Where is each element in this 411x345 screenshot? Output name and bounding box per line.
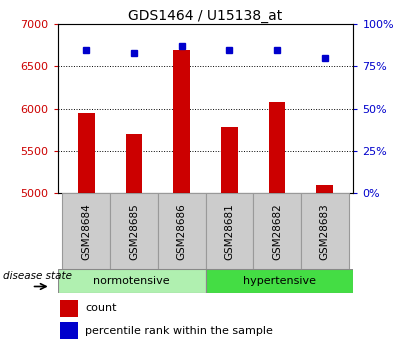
- Text: GSM28681: GSM28681: [224, 203, 234, 259]
- Text: GSM28683: GSM28683: [320, 203, 330, 259]
- Text: disease state: disease state: [3, 271, 72, 281]
- Bar: [110, 193, 158, 269]
- Bar: [173, 50, 190, 193]
- Title: GDS1464 / U15138_at: GDS1464 / U15138_at: [128, 9, 283, 23]
- Text: GSM28682: GSM28682: [272, 203, 282, 259]
- Bar: [60, 322, 78, 339]
- Text: percentile rank within the sample: percentile rank within the sample: [85, 326, 273, 336]
- Bar: [269, 102, 286, 193]
- Text: GSM28686: GSM28686: [177, 203, 187, 259]
- Text: GSM28685: GSM28685: [129, 203, 139, 259]
- Bar: [301, 193, 349, 269]
- Bar: [58, 269, 206, 293]
- Bar: [62, 193, 110, 269]
- Bar: [253, 193, 301, 269]
- Bar: [125, 134, 142, 193]
- Bar: [206, 269, 353, 293]
- Bar: [316, 185, 333, 193]
- Text: GSM28684: GSM28684: [81, 203, 91, 259]
- Text: normotensive: normotensive: [93, 276, 170, 286]
- Bar: [158, 193, 206, 269]
- Bar: [206, 193, 253, 269]
- Text: hypertensive: hypertensive: [243, 276, 316, 286]
- Text: count: count: [85, 303, 117, 313]
- Bar: [221, 127, 238, 193]
- Bar: [78, 113, 95, 193]
- Bar: [60, 300, 78, 317]
